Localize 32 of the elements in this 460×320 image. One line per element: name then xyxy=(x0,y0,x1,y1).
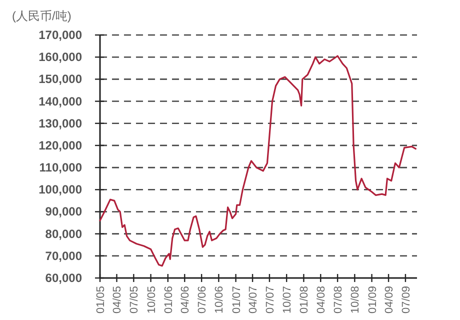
y-tick-label: 90,000 xyxy=(45,204,82,219)
x-tick-label: 07/06 xyxy=(196,286,209,314)
y-tick-label: 160,000 xyxy=(38,50,82,64)
x-tick-label: 01/05 xyxy=(95,286,107,314)
x-tick-label: 07/05 xyxy=(128,286,141,314)
y-tick-label: 70,000 xyxy=(45,248,82,263)
x-tick-label: 07/08 xyxy=(332,286,345,314)
y-tick-label: 170,000 xyxy=(38,28,82,42)
y-tick-label: 120,000 xyxy=(38,138,82,152)
x-tick-label: 01/09 xyxy=(366,286,379,314)
x-tick-label: 10/05 xyxy=(146,286,158,314)
x-tick-label: 04/05 xyxy=(112,286,124,314)
x-tick-label: 10/06 xyxy=(214,286,226,314)
x-tick-label: 04/08 xyxy=(316,286,328,314)
x-tick-label: 04/06 xyxy=(180,286,192,314)
x-tick-label: 01/06 xyxy=(162,286,175,314)
y-tick-label: 140,000 xyxy=(38,94,82,108)
x-tick-label: 07/09 xyxy=(400,286,412,314)
x-tick-label: 01/08 xyxy=(298,286,311,314)
x-tick-label: 04/09 xyxy=(384,286,396,314)
x-tick-label: 01/07 xyxy=(230,286,243,314)
x-tick-label: 10/07 xyxy=(282,286,294,314)
x-tick-label: 04/07 xyxy=(248,286,260,314)
y-tick-label: 80,000 xyxy=(45,226,82,241)
y-axis-title: (人民币/吨) xyxy=(12,9,72,23)
y-tick-label: 100,000 xyxy=(38,182,82,197)
x-tick-label: 07/07 xyxy=(264,286,276,314)
y-tick-label: 110,000 xyxy=(39,160,82,175)
y-tick-label: 130,000 xyxy=(38,116,82,130)
y-tick-label: 60,000 xyxy=(45,271,82,285)
x-tick-label: 10/08 xyxy=(350,286,362,314)
y-tick-label: 150,000 xyxy=(38,72,82,86)
